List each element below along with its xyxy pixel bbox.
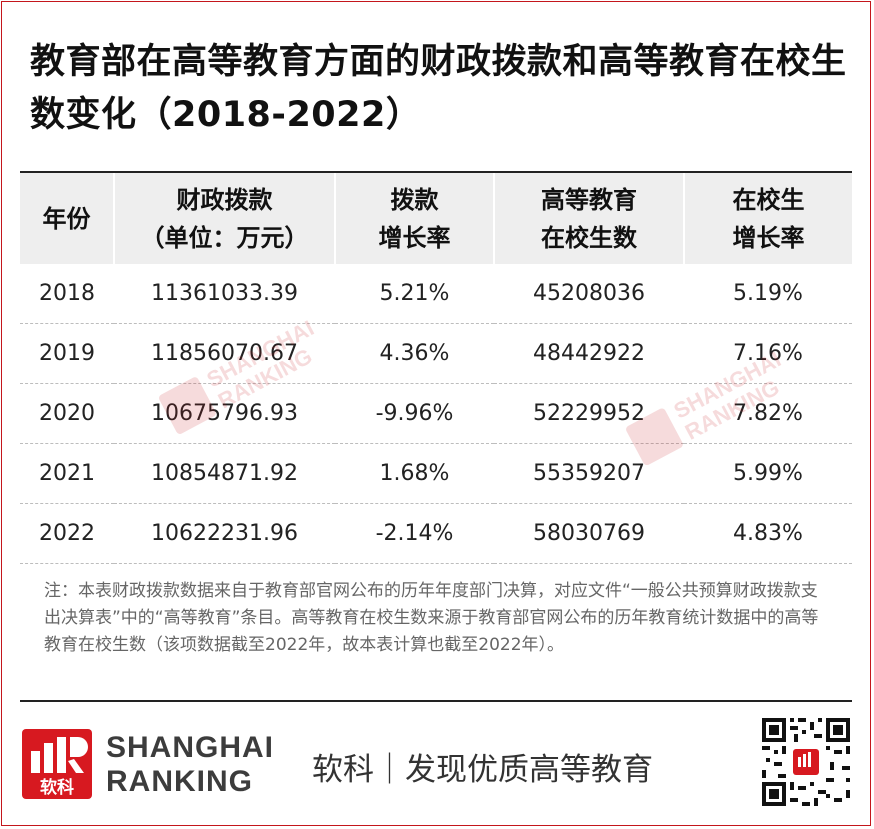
cell-students: 48442922 (494, 323, 684, 384)
table-row: 2020 10675796.93 -9.96% 52229952 7.82% (20, 383, 852, 444)
qr-code-icon (760, 716, 852, 808)
cell-funding: 11856070.67 (114, 323, 335, 384)
header-student-growth: 在校生 增长率 (683, 173, 852, 264)
cell-students: 58030769 (494, 503, 684, 564)
cell-student-growth: 7.82% (684, 383, 852, 444)
cell-students: 55359207 (494, 443, 684, 504)
page-title: 教育部在高等教育方面的财政拨款和高等教育在校生数变化（2018-2022） (30, 42, 847, 135)
cell-student-growth: 4.83% (684, 503, 852, 564)
table-row: 2021 10854871.92 1.68% 55359207 5.99% (20, 443, 852, 504)
table-row: 2022 10622231.96 -2.14% 58030769 4.83% (20, 503, 852, 564)
cell-funding: 10675796.93 (114, 383, 335, 444)
cell-student-growth: 7.16% (684, 323, 852, 384)
table-footnote: 注：本表财政拨款数据来自于教育部官网公布的历年年度部门决算，对应文件“一般公共预… (44, 581, 819, 655)
data-table: 年份 财政拨款 （单位：万元） 拨款 增长率 高等教育 在校生数 在校生 增长率 201… (20, 173, 852, 564)
cell-student-growth: 5.19% (733, 281, 803, 306)
cell-year: 2022 (20, 503, 114, 564)
cell-students: 52229952 (494, 383, 684, 444)
table-top-rule (20, 171, 852, 173)
cell-funding: 11361033.39 (151, 281, 298, 306)
cell-funding-growth: -9.96% (335, 383, 494, 444)
header-funding-growth: 拨款 增长率 (334, 173, 494, 264)
cell-student-growth: 5.99% (684, 443, 852, 504)
header-students: 高等教育 在校生数 (493, 173, 684, 264)
cell-year: 2019 (20, 323, 114, 384)
svg-text:软科: 软科 (40, 777, 74, 798)
header-year: 年份 (20, 173, 114, 264)
cell-funding: 10854871.92 (114, 443, 335, 504)
cell-funding-growth: 4.36% (335, 323, 494, 384)
header-funding: 财政拨款 （单位：万元） (113, 173, 335, 264)
cell-year: 2021 (20, 443, 114, 504)
cell-funding-growth: 5.21% (379, 281, 450, 306)
footer-divider (20, 700, 852, 702)
footer-slogan: 软科｜发现优质高等教育 (312, 752, 653, 788)
shanghairanking-wordmark: SHANGHAI RANKING (106, 731, 275, 798)
table-row: 2018 11361033.39 5.21% 45208036 5.19% (20, 264, 852, 324)
table-row: 2019 11856070.67 4.36% 48442922 7.16% (20, 323, 852, 384)
shanghairanking-logo-icon: 软科 (22, 729, 92, 799)
cell-funding: 10622231.96 (114, 503, 335, 564)
cell-year: 2018 (39, 281, 95, 306)
data-table-container: 年份 财政拨款 （单位：万元） 拨款 增长率 高等教育 在校生数 在校生 增长率 201… (20, 171, 852, 564)
cell-funding-growth: -2.14% (335, 503, 494, 564)
cell-year: 2020 (20, 383, 114, 444)
cell-students: 45208036 (533, 281, 645, 306)
cell-funding-growth: 1.68% (335, 443, 494, 504)
table-header-row: 年份 财政拨款 （单位：万元） 拨款 增长率 高等教育 在校生数 在校生 增长率 (20, 173, 852, 264)
